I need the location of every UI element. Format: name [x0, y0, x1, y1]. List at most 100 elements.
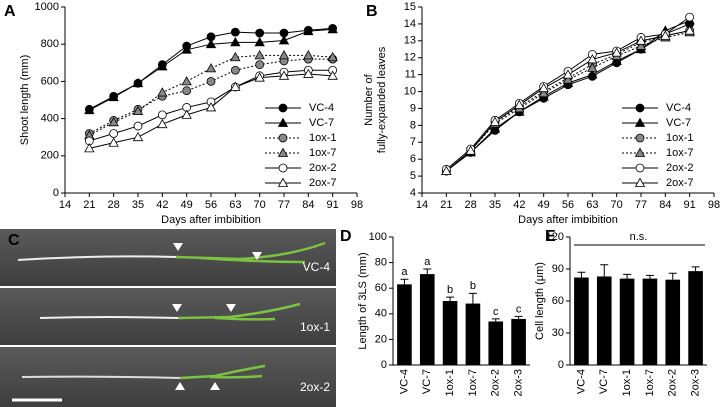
- marker: [230, 37, 241, 47]
- marker: [132, 77, 144, 88]
- marker: [634, 177, 646, 187]
- marker: [278, 133, 288, 143]
- marker: [157, 61, 168, 71]
- legend-label: 2ox-2: [309, 162, 337, 174]
- x-tick-label: 84: [659, 199, 671, 211]
- photo-label: 1ox-1: [300, 320, 330, 334]
- error-bar: [468, 292, 477, 304]
- bar: [488, 321, 504, 365]
- panel-label: D: [340, 228, 352, 245]
- legend-label: VC-7: [309, 117, 334, 129]
- marker: [278, 103, 288, 113]
- bar: [642, 278, 658, 365]
- y-tick-label: 11: [405, 69, 416, 81]
- x-tick-label: 21: [440, 199, 452, 211]
- marker: [255, 60, 265, 70]
- y-tick-label: 10: [404, 85, 416, 97]
- photo-strip: [0, 288, 336, 345]
- x-tick-label: 91: [327, 199, 339, 211]
- marker: [181, 44, 192, 54]
- marker: [254, 37, 265, 47]
- significance-label: a: [424, 256, 431, 268]
- y-tick-label: 8: [410, 119, 416, 131]
- marker: [108, 137, 119, 147]
- x-tick-label: 1ox-1: [444, 369, 456, 397]
- marker: [635, 40, 647, 50]
- marker: [133, 121, 143, 131]
- y-axis-label: Length of 3LS (mm): [357, 252, 369, 349]
- y-tick-label: 30: [552, 327, 564, 339]
- marker: [514, 99, 525, 109]
- y-tick-label: 80: [375, 257, 387, 269]
- y-tick-label: 60: [552, 295, 564, 307]
- error-bar: [577, 271, 586, 278]
- error-bar: [668, 272, 677, 280]
- significance-label: b: [447, 284, 453, 296]
- x-tick-label: 56: [562, 199, 574, 211]
- series-line: [446, 23, 690, 172]
- marker: [303, 50, 314, 60]
- marker: [441, 165, 452, 175]
- bar: [665, 279, 681, 365]
- y-axis-label: fully-expanded leaves: [376, 46, 388, 153]
- marker: [109, 129, 119, 138]
- panel-label: A: [4, 3, 16, 20]
- marker: [660, 30, 671, 40]
- marker: [157, 110, 167, 120]
- y-tick-label: 200: [41, 150, 59, 162]
- significance-label: n.s.: [630, 231, 648, 243]
- bar: [442, 301, 458, 365]
- legend-label: 1ox-7: [309, 147, 337, 159]
- legend-label: 1ox-1: [309, 132, 337, 144]
- y-tick-label: 9: [410, 102, 416, 114]
- series-line: [446, 30, 690, 172]
- x-tick-label: 1ox-1: [621, 369, 633, 397]
- marker: [562, 74, 574, 84]
- x-tick-label: 84: [302, 199, 314, 211]
- x-tick-label: 42: [156, 199, 168, 211]
- marker: [538, 87, 549, 98]
- x-tick-label: 2ox-2: [490, 369, 502, 397]
- significance-label: a: [401, 266, 408, 278]
- legend-label: 1ox-1: [666, 132, 694, 144]
- marker: [84, 143, 95, 153]
- y-tick-label: 12: [404, 52, 416, 64]
- marker: [303, 25, 314, 36]
- marker: [278, 70, 290, 80]
- marker: [327, 24, 338, 34]
- root: [17, 255, 177, 261]
- legend-label: 1ox-7: [666, 147, 694, 159]
- marker: [254, 72, 265, 82]
- y-tick-label: 60: [375, 282, 387, 294]
- shoot: [175, 241, 326, 264]
- marker: [489, 116, 501, 126]
- x-tick-label: 28: [465, 199, 477, 211]
- legend-label: 2ox-7: [666, 177, 694, 189]
- marker: [181, 76, 192, 86]
- x-tick-label: VC-7: [598, 369, 610, 394]
- series-line: [446, 31, 690, 172]
- x-tick-label: 63: [586, 199, 598, 211]
- marker: [277, 117, 289, 127]
- marker: [254, 50, 265, 60]
- x-tick-label: 70: [254, 199, 266, 211]
- marker: [327, 70, 338, 80]
- legend-label: VC-4: [309, 102, 334, 114]
- marker: [587, 69, 598, 79]
- y-tick-label: 20: [375, 333, 387, 345]
- x-tick-label: 77: [278, 199, 290, 211]
- x-tick-label: 77: [635, 199, 647, 211]
- marker: [108, 91, 119, 102]
- x-tick-label: 2ox-3: [512, 369, 524, 397]
- marker: [84, 104, 95, 115]
- legend-label: VC-7: [666, 117, 691, 129]
- x-tick-label: 1ox-7: [467, 369, 479, 397]
- bar: [574, 277, 589, 365]
- error-bar: [400, 278, 409, 285]
- x-tick-label: 1ox-7: [644, 369, 656, 397]
- marker: [587, 62, 598, 72]
- y-tick-label: 13: [404, 35, 416, 47]
- y-tick-label: 7: [410, 136, 416, 148]
- marker: [157, 118, 168, 129]
- marker: [278, 163, 288, 173]
